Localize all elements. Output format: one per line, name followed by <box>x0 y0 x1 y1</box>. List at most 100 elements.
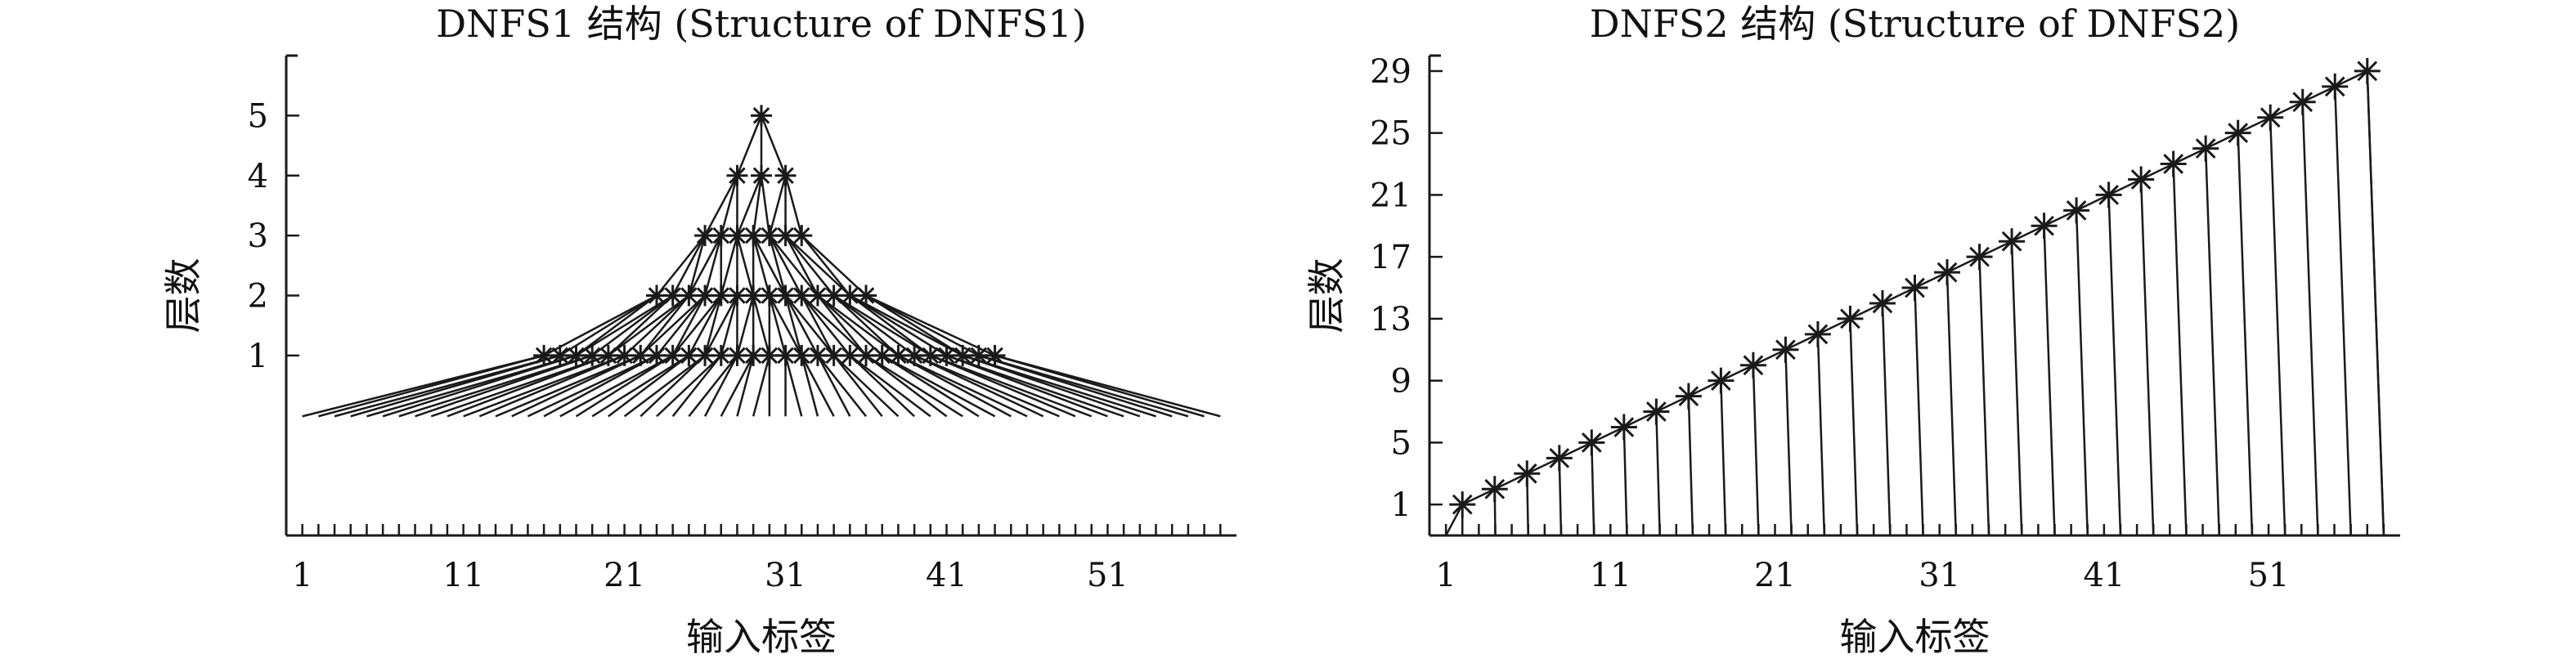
edge <box>768 175 787 236</box>
edge <box>543 354 657 418</box>
edge <box>720 235 738 296</box>
edge <box>1849 302 1883 320</box>
edge <box>2302 85 2336 103</box>
edge <box>2205 132 2239 150</box>
y-tick-label: 2 <box>248 278 268 316</box>
edge <box>608 294 690 356</box>
edge <box>671 294 722 356</box>
x-tick-label: 1 <box>1435 557 1456 594</box>
edge <box>1978 257 1990 536</box>
edge <box>768 294 803 356</box>
edge <box>784 294 835 356</box>
edge <box>784 235 851 297</box>
edge <box>623 294 690 356</box>
node-group <box>533 105 1006 366</box>
edge <box>752 175 763 236</box>
node-marker <box>2063 197 2090 224</box>
y-tick-label: 17 <box>1370 239 1411 276</box>
node-marker <box>855 284 877 307</box>
edge <box>930 354 1093 418</box>
edge <box>768 295 787 356</box>
chart-title: DNFS2 结构 (Structure of DNFS2) <box>1590 2 2240 46</box>
edge <box>816 355 867 418</box>
edge <box>1816 334 1826 536</box>
edge <box>1687 396 1694 536</box>
edge <box>784 235 835 297</box>
node-marker <box>774 225 797 247</box>
edge <box>784 235 819 297</box>
edge <box>1461 488 1496 506</box>
edge <box>1945 272 1958 536</box>
edge <box>1591 442 1595 536</box>
node-marker <box>1966 244 1993 271</box>
edge <box>1720 364 1754 382</box>
node-marker <box>2192 135 2219 162</box>
node-marker <box>565 344 587 366</box>
x-tick-label: 11 <box>1590 557 1631 594</box>
edge <box>1445 504 1464 536</box>
edge <box>2044 209 2077 227</box>
axes <box>1428 54 2400 537</box>
edge <box>1655 411 1661 536</box>
node-marker <box>726 164 748 186</box>
node-marker <box>662 284 684 307</box>
edge <box>623 354 706 418</box>
edge <box>1817 317 1851 335</box>
edge <box>816 355 851 417</box>
edge <box>832 354 900 418</box>
node-marker <box>855 344 877 366</box>
edge <box>671 355 722 418</box>
node-marker <box>1901 275 1928 302</box>
edge <box>784 294 819 356</box>
edge <box>495 354 641 418</box>
node-marker <box>2289 88 2316 115</box>
edge <box>2334 69 2368 87</box>
edge <box>511 354 641 418</box>
edge <box>2075 210 2089 536</box>
edge <box>882 354 996 418</box>
node-marker <box>2224 119 2251 146</box>
edge <box>801 355 819 417</box>
y-tick-label: 1 <box>1391 486 1411 524</box>
edge <box>801 235 851 297</box>
edge <box>913 354 1044 418</box>
edge <box>897 354 1012 418</box>
edge <box>768 235 819 297</box>
edge <box>656 294 707 356</box>
edge <box>415 354 593 418</box>
edge <box>703 295 722 356</box>
edge <box>752 235 771 296</box>
edge <box>1720 380 1727 536</box>
edge <box>2301 101 2319 536</box>
edge <box>640 354 706 418</box>
edge <box>832 355 883 418</box>
edge <box>865 294 980 356</box>
edge <box>752 235 787 297</box>
node-marker <box>751 105 772 127</box>
edge <box>1688 379 1721 397</box>
edge <box>2269 117 2287 536</box>
x-tick-label: 11 <box>442 557 484 594</box>
edge <box>736 235 755 296</box>
edge <box>478 354 626 418</box>
edge <box>760 175 771 236</box>
edge <box>768 235 787 296</box>
edge <box>1882 286 1916 305</box>
x-axis-label: 输入标签 <box>1840 615 1990 659</box>
edge <box>720 355 755 417</box>
edge <box>784 295 803 356</box>
edge <box>801 294 851 356</box>
node-marker <box>1837 305 1864 332</box>
y-axis-label: 层数 <box>1304 258 1349 334</box>
edge <box>671 294 707 356</box>
edge <box>946 354 1124 418</box>
edge <box>2173 147 2206 165</box>
edge <box>1978 240 2013 258</box>
edge <box>703 355 738 417</box>
node-group <box>1449 57 2381 518</box>
edge <box>2366 70 2385 536</box>
edge <box>1559 441 1592 459</box>
edge <box>760 114 787 177</box>
y-tick-label: 4 <box>248 158 268 195</box>
